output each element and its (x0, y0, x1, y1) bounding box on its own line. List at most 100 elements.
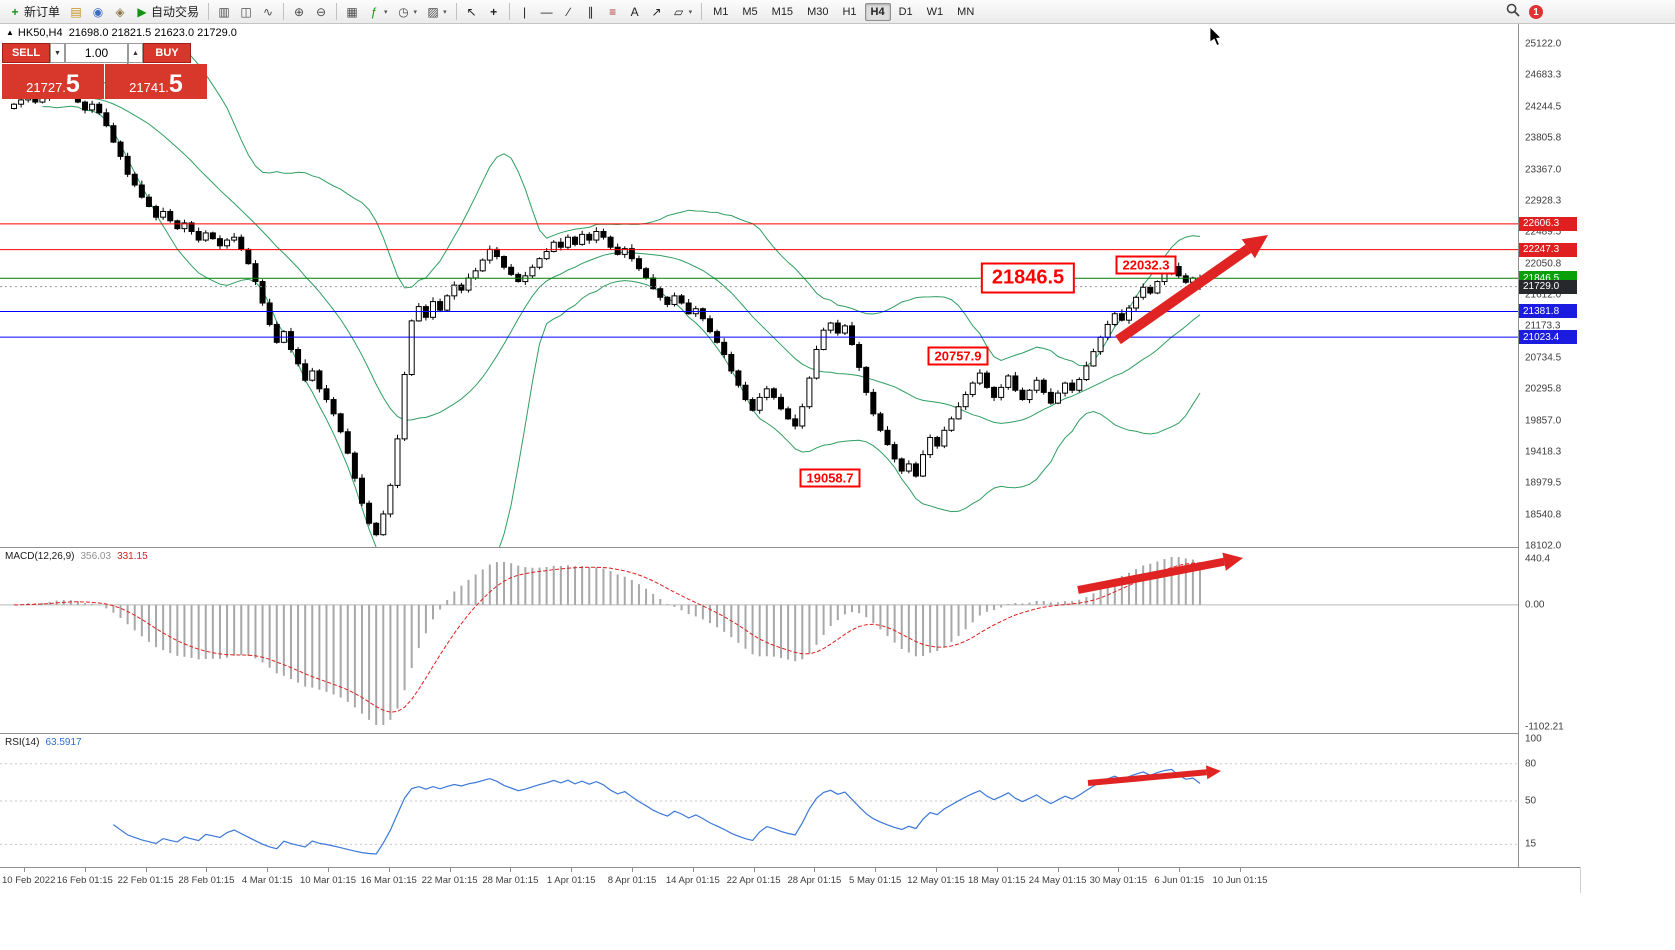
price-axis-label: 20295.8 (1525, 383, 1562, 395)
buy-button[interactable]: BUY (143, 43, 191, 63)
profile-icon-button[interactable]: ◉ (87, 1, 109, 23)
trendline-icon: ∕ (567, 4, 570, 19)
tile-windows-icon: ▦ (346, 4, 358, 19)
tile-windows-button[interactable]: ▦ (341, 1, 363, 23)
macd-panel[interactable] (0, 549, 1518, 733)
price-axis[interactable]: 25122.0 24683.3 24244.5 23805.8 23367.0 22928… (1518, 24, 1581, 867)
timeframe-button-m1[interactable]: M1 (713, 5, 729, 18)
line-chart-icon-icon: ∿ (263, 4, 274, 19)
time-axis-tick (206, 868, 208, 872)
rsi-axis-label: 100 (1525, 733, 1542, 745)
price-line-axis-label: 22606.3 (1519, 216, 1577, 231)
timeframe-button-h1[interactable]: H1 (842, 5, 857, 18)
price-annotation[interactable]: 22032.3 (1115, 255, 1177, 275)
trade-panel-toggle-icon[interactable]: ▲ (6, 28, 14, 37)
price-axis-label: 22928.3 (1525, 195, 1562, 207)
price-axis-label: 23805.8 (1525, 132, 1562, 144)
sell-price[interactable]: 21727. 5 (2, 64, 104, 99)
toolbar-separator (508, 3, 510, 20)
time-axis-tick (145, 868, 147, 872)
bar-chart-icon-button[interactable]: ▥ (213, 1, 235, 23)
journal-icon-button[interactable]: ▤ (65, 1, 87, 23)
time-axis-label: 16 Mar 01:15 (360, 875, 417, 886)
time-axis-tick (328, 868, 329, 872)
price-axis-label: 22489.5 (1525, 226, 1562, 238)
buy-price[interactable]: 21741. 5 (105, 64, 207, 99)
time-axis-tick (1240, 868, 1241, 872)
rsi-axis-label: 15 (1525, 838, 1537, 850)
time-axis-label: 24 May 01:15 (1028, 875, 1087, 886)
crosshair-button[interactable]: + (483, 1, 505, 23)
main-price-chart[interactable] (0, 24, 1518, 547)
text-label-button[interactable]: A (624, 1, 646, 23)
price-line-axis-label: 21023.4 (1519, 330, 1577, 345)
time-axis-tick (875, 868, 877, 872)
periods-button[interactable]: ◷ ▾ (393, 1, 423, 23)
price-annotation[interactable]: 21846.5 (980, 262, 1076, 294)
line-chart-icon-button[interactable]: ∿ (257, 1, 279, 23)
macd-axis-label: 440.4 (1525, 553, 1551, 565)
time-axis-tick (267, 868, 269, 872)
price-axis-label: 19418.3 (1525, 446, 1562, 458)
volume-decrease-button[interactable]: ▼ (50, 43, 65, 63)
timeframe-button-d1[interactable]: D1 (898, 5, 913, 18)
fibonacci-button[interactable]: ≡ (602, 1, 624, 23)
price-annotation[interactable]: 19058.7 (799, 468, 861, 488)
indicators-button[interactable]: ƒ ▾ (363, 1, 393, 23)
algo-trading-button[interactable]: ▶ 自动交易 (131, 1, 204, 23)
time-axis-tick (1118, 868, 1120, 872)
price-axis-label: 20734.5 (1525, 352, 1562, 364)
periods-icon: ◷ (398, 4, 409, 19)
macd-axis-label: 0.00 (1525, 599, 1545, 611)
timeframe-button-m5[interactable]: M5 (742, 5, 758, 18)
time-axis-tick (936, 868, 937, 872)
notification-badge[interactable]: 1 (1529, 5, 1543, 19)
timeframe-button-h4[interactable]: H4 (864, 2, 891, 21)
new-order-icon: + (11, 4, 19, 19)
rsi-axis-label: 80 (1525, 758, 1537, 770)
time-axis-label: 22 Mar 01:15 (421, 875, 478, 886)
vertical-line-button[interactable]: | (514, 1, 536, 23)
chart-window[interactable]: 25122.0 24683.3 24244.5 23805.8 23367.0 22928… (0, 24, 1581, 893)
macd-panel-separator[interactable] (0, 547, 1580, 550)
time-axis-tick (753, 868, 755, 872)
templates-button[interactable]: ▨ ▾ (422, 1, 452, 23)
price-axis-label: 19857.0 (1525, 415, 1562, 426)
price-axis-label: 24683.3 (1525, 69, 1562, 81)
zoom-out-button[interactable]: ⊖ (310, 1, 332, 23)
equidistant-channel-button[interactable]: ∥ (580, 1, 602, 23)
price-annotation[interactable]: 20757.9 (927, 346, 989, 366)
candlestick-icon-button[interactable]: ◫ (235, 1, 257, 23)
price-axis-label: 21612.0 (1525, 289, 1562, 301)
sell-button[interactable]: SELL (2, 43, 50, 63)
timeframe-button-w1[interactable]: W1 (926, 5, 944, 18)
volume-increase-button[interactable]: ▲ (128, 43, 143, 63)
timeframe-button-m30[interactable]: M30 (807, 5, 829, 18)
zoom-in-button[interactable]: ⊕ (288, 1, 310, 23)
rsi-panel[interactable] (0, 735, 1518, 867)
time-axis-tick (814, 868, 816, 872)
cursor-button[interactable]: ↖ (461, 1, 483, 23)
timeframe-button-m15[interactable]: M15 (771, 5, 794, 18)
search-icon[interactable] (1506, 3, 1520, 22)
rsi-name: RSI(14) (5, 737, 40, 748)
time-axis-tick (388, 868, 390, 872)
toolbar-separator (208, 3, 210, 20)
horizontal-line-button[interactable]: ― (536, 1, 558, 23)
chart-symbol-ohlc: ▲ HK50,H4 21698.0 21821.5 21623.0 21729.0 (6, 27, 237, 39)
news-icon-icon: ◈ (115, 4, 125, 19)
arrows-tool-button[interactable]: ↗ (646, 1, 668, 23)
new-order-button[interactable]: + 新订单 (4, 1, 65, 23)
volume-input[interactable] (65, 43, 128, 63)
news-icon-button[interactable]: ◈ (109, 1, 131, 23)
rsi-panel-separator[interactable] (0, 733, 1580, 736)
time-axis-tick (632, 868, 633, 872)
bar-chart-icon-icon: ▥ (218, 4, 230, 19)
timeframe-button-mn[interactable]: MN (957, 5, 975, 18)
shapes-button[interactable]: ▱ ▾ (668, 1, 698, 23)
time-axis-tick (996, 868, 998, 872)
time-axis[interactable]: 10 Feb 2022 16 Feb 01:15 22 Feb 01:15 28 Fe… (0, 867, 1580, 893)
text-label-icon: A (630, 4, 639, 19)
trendline-button[interactable]: ∕ (558, 1, 580, 23)
zoom-out-icon: ⊖ (316, 4, 327, 19)
